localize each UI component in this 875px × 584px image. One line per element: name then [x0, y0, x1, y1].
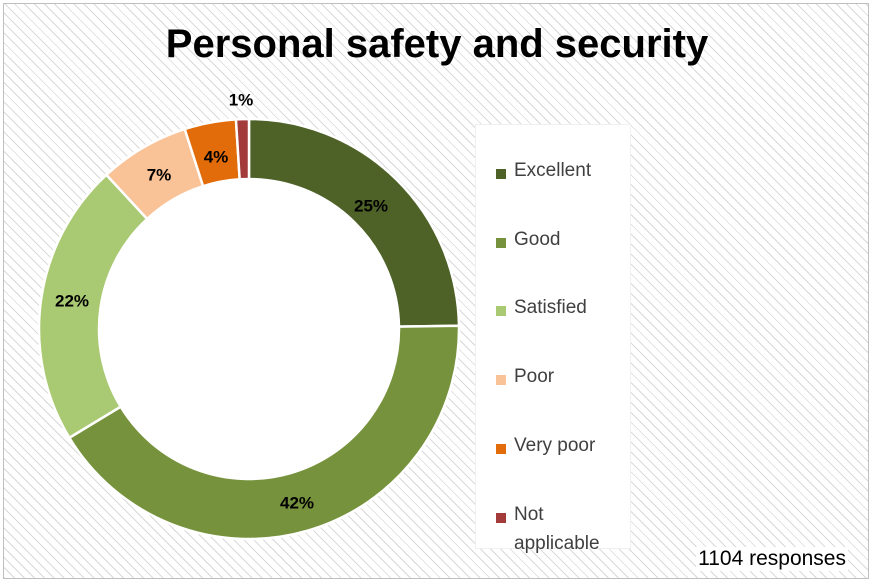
- legend-swatch-not-applicable: [496, 513, 506, 523]
- data-label-poor: 7%: [147, 165, 172, 184]
- legend-item-very-poor: Very poor: [496, 435, 624, 460]
- legend-swatch-very-poor: [496, 444, 506, 454]
- legend-swatch-excellent: [496, 169, 506, 179]
- legend-item-excellent: Excellent: [496, 160, 624, 185]
- legend-label-not-applicable: Not applicable: [514, 504, 600, 554]
- legend-item-not-applicable: Not applicable: [496, 504, 624, 558]
- response-count-note: 1104 responses: [696, 547, 848, 571]
- donut-chart: 25% 42% 22% 7% 4% 1%: [37, 90, 461, 541]
- legend-item-satisfied: Satisfied: [496, 297, 624, 322]
- legend-label-satisfied: Satisfied: [514, 297, 587, 318]
- legend-label-excellent: Excellent: [514, 160, 592, 181]
- legend-label-good: Good: [514, 229, 561, 250]
- legend-swatch-satisfied: [496, 306, 506, 316]
- donut-slice-good: [67, 324, 461, 541]
- legend-swatch-poor: [496, 375, 506, 385]
- legend-item-poor: Poor: [496, 366, 624, 391]
- data-label-excellent: 25%: [354, 196, 388, 215]
- legend-label-very-poor: Very poor: [514, 435, 596, 456]
- legend-item-good: Good: [496, 229, 624, 254]
- data-label-good: 42%: [280, 493, 314, 512]
- legend-label-poor: Poor: [514, 366, 555, 387]
- data-label-not-applicable: 1%: [229, 90, 254, 109]
- chart-area: Personal safety and security 25% 42% 22% 7%…: [3, 3, 869, 579]
- chart-title: Personal safety and security: [165, 22, 709, 66]
- donut-slice-excellent: [247, 117, 461, 328]
- donut-slice-not-applicable: [234, 117, 251, 181]
- legend-swatch-good: [496, 238, 506, 248]
- data-label-satisfied: 22%: [55, 291, 89, 310]
- data-label-very-poor: 4%: [204, 147, 229, 166]
- legend: Excellent Good Satisfied Poor Very poor …: [475, 124, 631, 554]
- donut-hole: [100, 180, 398, 478]
